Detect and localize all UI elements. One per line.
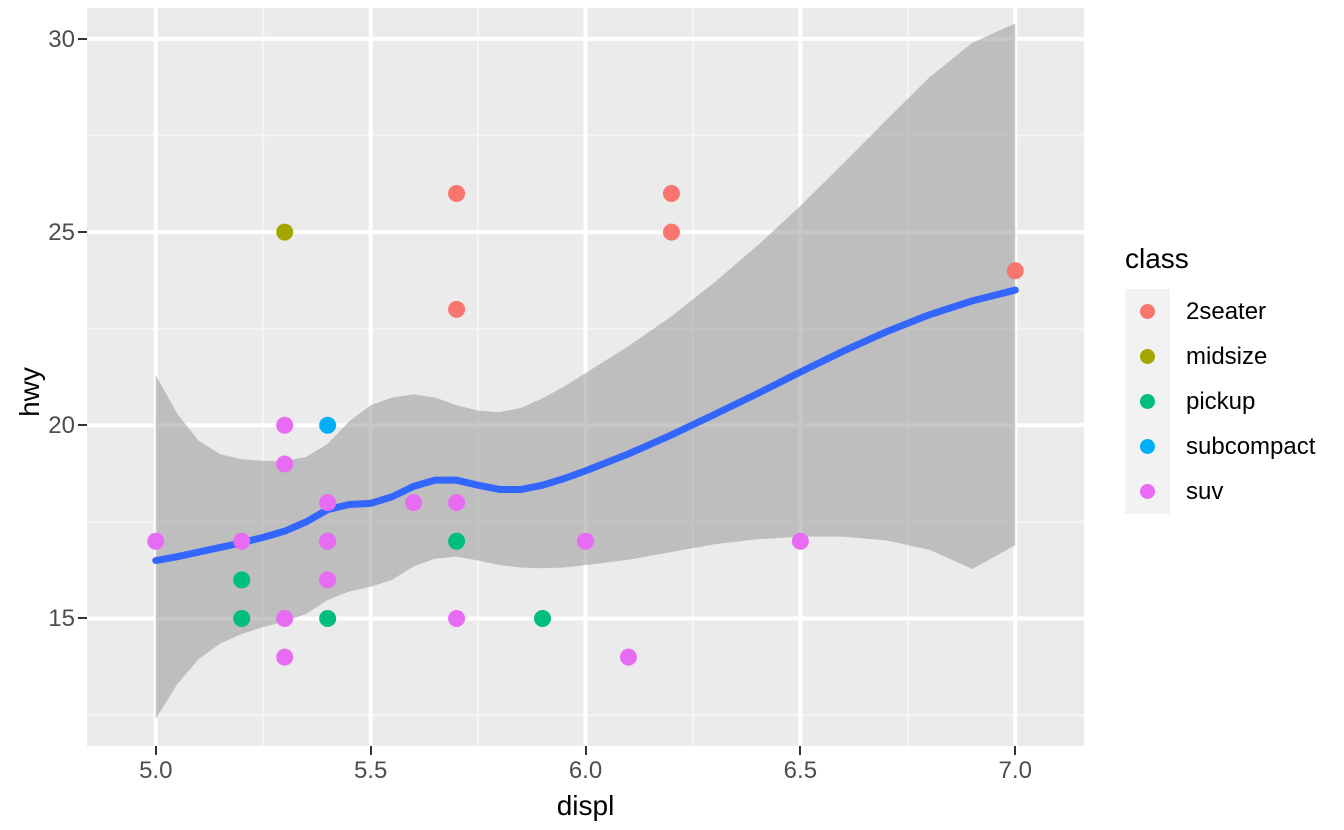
data-point [276,609,294,627]
legend-label: 2seater [1186,297,1267,325]
legend-item-subcompact[interactable]: subcompact [1125,424,1344,469]
legend-item-midsize[interactable]: midsize [1125,334,1344,379]
y-tick-mark [78,37,87,40]
plot-canvas [87,8,1084,746]
data-point [1006,262,1024,280]
legend-label: midsize [1186,342,1268,370]
x-axis-title: displ [556,790,615,821]
data-point [534,609,552,627]
data-point [448,184,466,202]
data-point [233,609,251,627]
confidence-band [155,23,1016,719]
data-point [448,494,466,512]
x-tick-label: 6.0 [568,757,603,784]
data-point [448,532,466,550]
trend-line [152,286,1019,565]
x-tick-label: 7.0 [998,757,1032,784]
y-tick-mark [78,617,87,620]
data-point [319,532,337,550]
legend-label: suv [1186,477,1224,505]
legend: class 2seater midsize pickup subcompact suv [1125,243,1344,514]
data-points [147,184,1024,666]
data-point [233,532,251,550]
legend-dot-icon [1140,439,1155,454]
data-point [448,609,466,627]
legend-item-2seater[interactable]: 2seater [1125,289,1344,334]
data-point [405,494,423,512]
x-tick-label: 5.5 [353,757,388,784]
x-tick-label: 6.5 [783,757,818,784]
data-point [662,184,680,202]
legend-dot-icon [1140,349,1155,364]
data-point [147,532,165,550]
data-point [319,609,337,627]
data-point [662,223,680,241]
data-point [276,416,294,434]
legend-item-suv[interactable]: suv [1125,469,1344,514]
legend-label: pickup [1186,387,1256,415]
y-tick-label: 25 [48,219,75,247]
data-point [319,571,337,589]
y-tick-mark [78,231,87,234]
legend-items: 2seater midsize pickup subcompact suv [1125,289,1344,514]
x-tick-mark [1014,746,1017,755]
data-point [319,494,337,512]
data-point [448,300,466,318]
x-tick-mark [154,746,157,755]
y-tick-mark [78,424,87,427]
y-axis-title: hwy [14,367,45,417]
x-tick-mark [799,746,802,755]
data-point [276,455,294,473]
data-point [577,532,594,550]
data-point [276,648,294,666]
y-tick-label: 30 [48,25,75,53]
y-tick-label: 15 [48,605,75,633]
y-tick-label: 20 [48,412,75,440]
data-point [791,532,809,550]
x-tick-mark [369,746,372,755]
legend-key [1125,469,1170,514]
legend-key [1125,334,1170,379]
legend-dot-icon [1140,304,1155,319]
legend-title: class [1125,243,1189,274]
legend-dot-icon [1140,484,1155,499]
legend-item-pickup[interactable]: pickup [1125,379,1344,424]
legend-key [1125,379,1170,424]
legend-dot-icon [1140,394,1155,409]
legend-label: subcompact [1186,432,1316,460]
legend-key [1125,289,1170,334]
plot-panel [87,8,1084,746]
x-tick-label: 5.0 [139,757,173,784]
data-point [319,416,337,434]
data-point [276,223,294,241]
data-point [233,571,251,589]
legend-key [1125,424,1170,469]
x-tick-mark [584,746,587,755]
data-point [619,648,637,666]
